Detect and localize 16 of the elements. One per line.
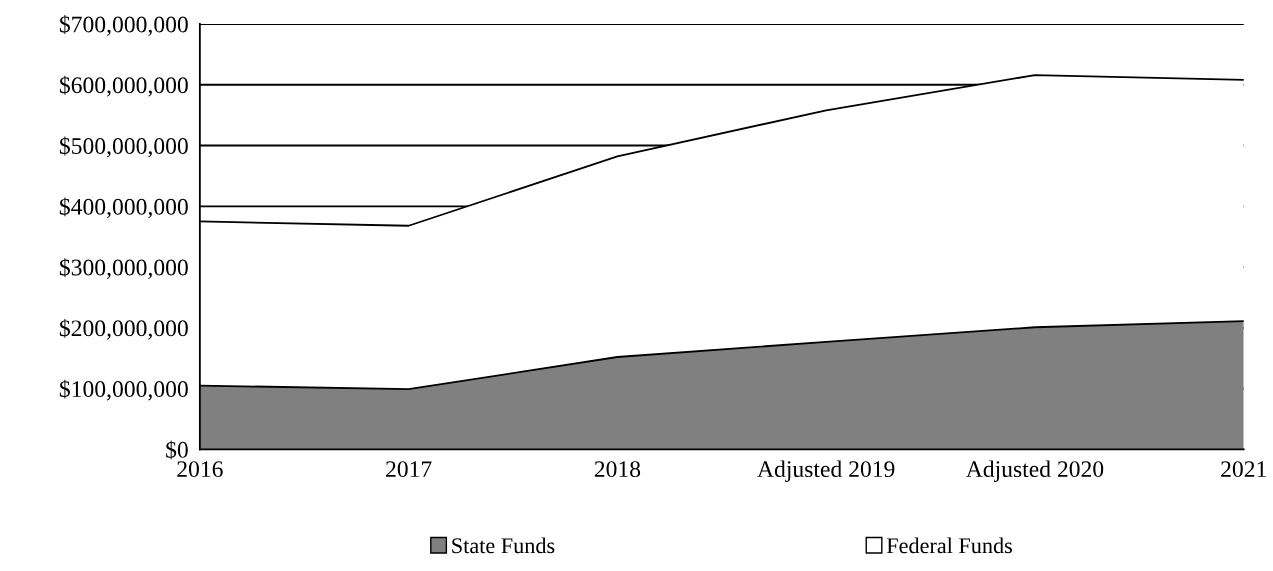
y-tick-label: $0 bbox=[166, 440, 188, 460]
y-tick-label: $700,000,000 bbox=[59, 15, 188, 36]
x-tick-label: 2021 bbox=[1221, 461, 1266, 478]
legend-label: Federal Funds bbox=[886, 537, 1012, 554]
x-tick-label: 2016 bbox=[177, 461, 223, 478]
y-tick-label: $100,000,000 bbox=[59, 379, 188, 401]
y-tick-label: $600,000,000 bbox=[59, 75, 188, 97]
x-tick-label: Adjusted 2020 bbox=[965, 460, 1104, 482]
legend-label: State Funds bbox=[452, 537, 555, 554]
y-tick-label: $200,000,000 bbox=[59, 318, 188, 340]
y-tick-label: $500,000,000 bbox=[59, 136, 188, 158]
y-tick-label: $400,000,000 bbox=[59, 197, 188, 219]
x-tick-label: 2018 bbox=[594, 461, 641, 478]
x-tick-label: Adjusted 2019 bbox=[757, 460, 895, 482]
x-tick-label: 2017 bbox=[386, 461, 432, 478]
y-tick-label: $300,000,000 bbox=[59, 258, 188, 279]
